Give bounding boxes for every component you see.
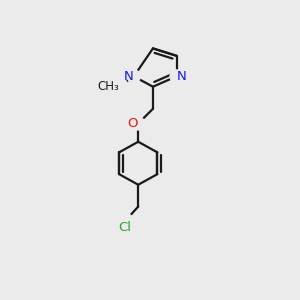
Text: N: N — [124, 70, 134, 83]
Text: CH₃: CH₃ — [97, 80, 119, 93]
Circle shape — [132, 117, 145, 130]
Text: Cl: Cl — [118, 221, 131, 234]
Circle shape — [170, 70, 183, 83]
Circle shape — [127, 70, 140, 83]
Circle shape — [110, 78, 128, 95]
Circle shape — [117, 213, 133, 230]
Text: N: N — [176, 70, 186, 83]
Text: O: O — [128, 117, 138, 130]
